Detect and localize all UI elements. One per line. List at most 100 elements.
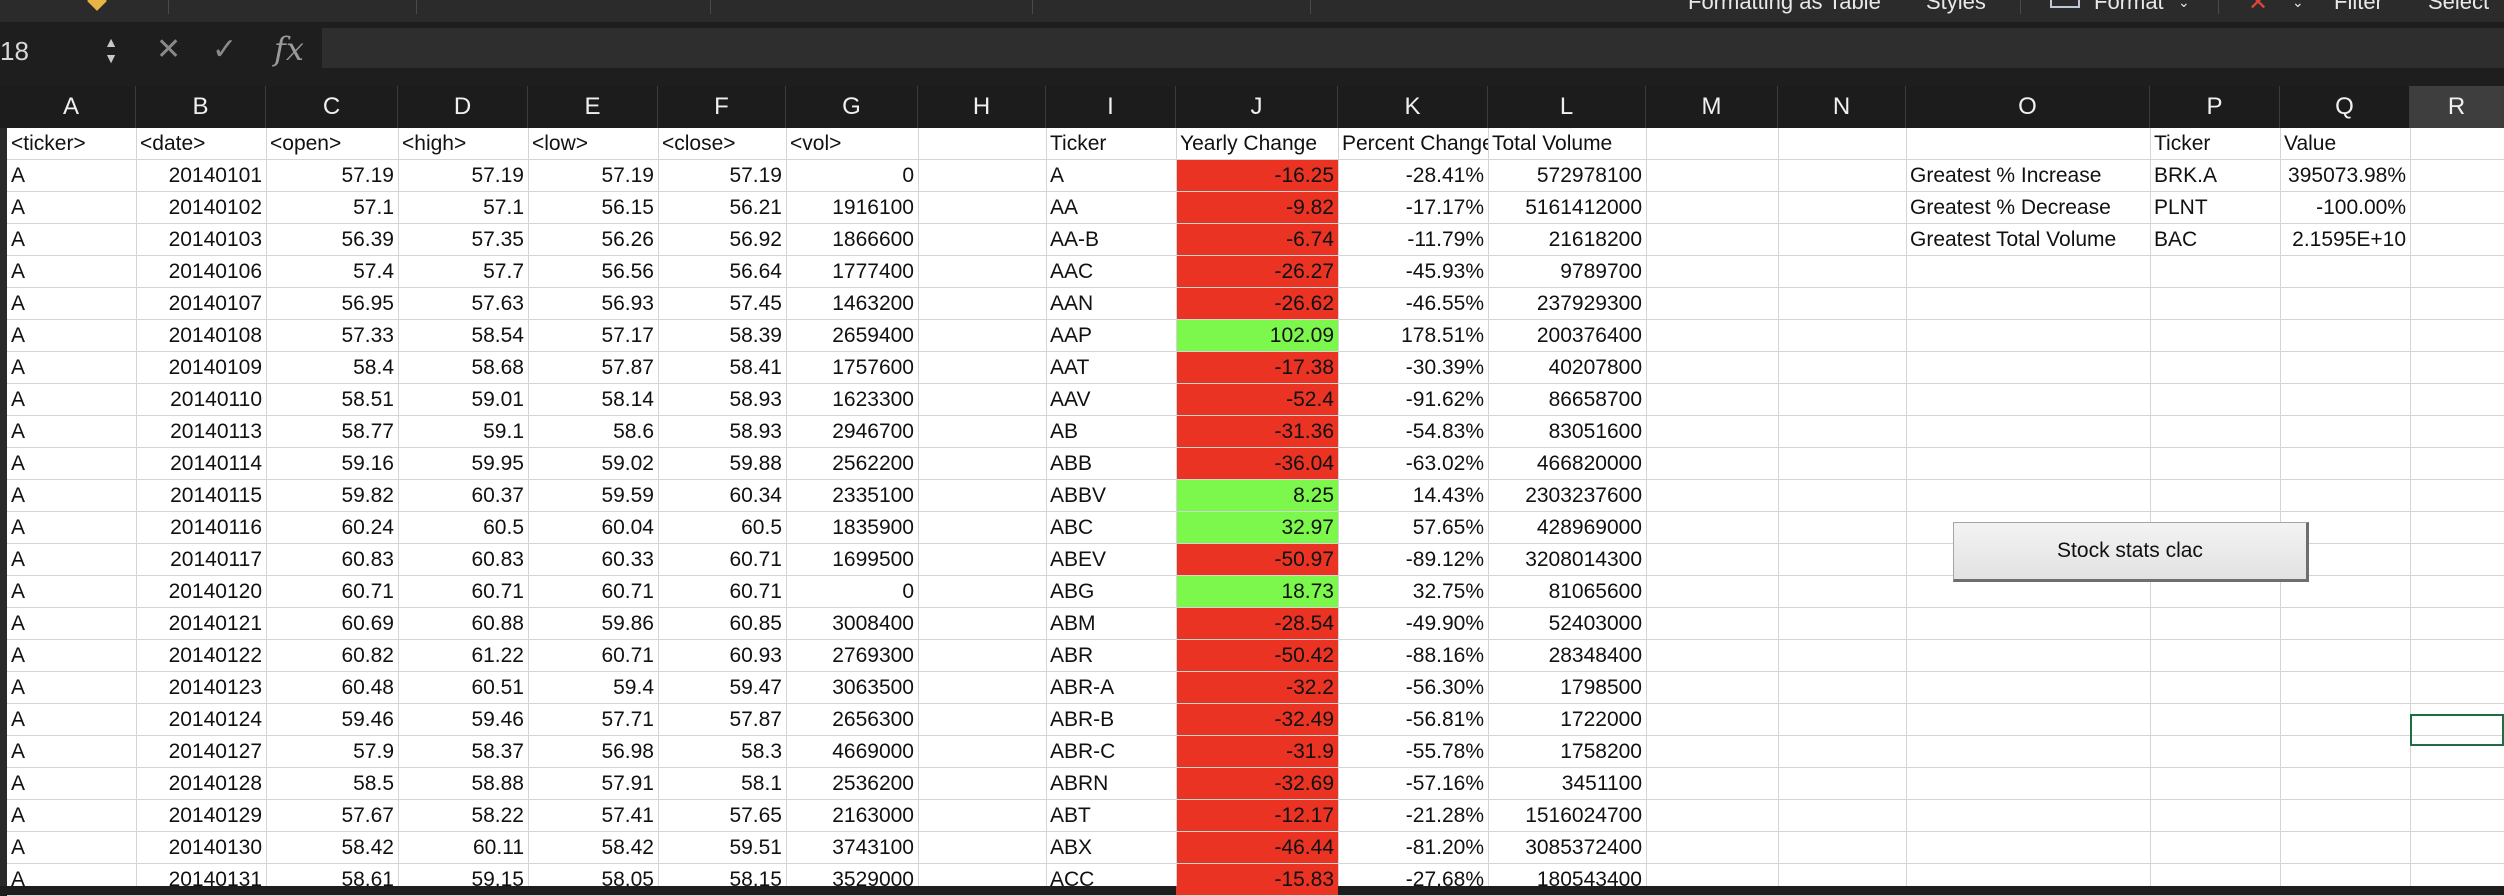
data-cell[interactable]: 60.48 (341, 676, 394, 699)
total-volume-cell[interactable]: 1798500 (1560, 676, 1642, 699)
stock-stats-button[interactable]: Stock stats clac (1953, 522, 2309, 582)
yearly-change-cell[interactable]: -12.17 (1274, 804, 1334, 827)
yearly-change-cell[interactable]: -26.62 (1274, 292, 1334, 315)
greatest-header-cell[interactable]: Ticker (2154, 132, 2211, 155)
total-volume-cell[interactable]: 180543400 (1536, 868, 1642, 891)
data-cell[interactable]: 57.91 (601, 772, 654, 795)
data-cell[interactable]: 4669000 (832, 740, 914, 763)
data-cell[interactable]: 59.47 (729, 676, 782, 699)
data-cell[interactable]: 61.22 (471, 644, 524, 667)
find-select-button[interactable]: Select (2428, 0, 2490, 14)
total-volume-cell[interactable]: 40207800 (1548, 356, 1642, 379)
format-button[interactable]: Format (2094, 0, 2164, 14)
data-cell[interactable]: 59.82 (341, 484, 394, 507)
summary-ticker-cell[interactable]: A (1050, 164, 1065, 187)
yearly-change-cell[interactable]: -31.9 (1286, 740, 1334, 763)
data-cell[interactable]: 60.71 (471, 580, 524, 603)
percent-change-cell[interactable]: -28.41% (1405, 164, 1484, 187)
data-cell[interactable]: 59.59 (601, 484, 654, 507)
column-header-l[interactable]: L (1488, 86, 1646, 128)
data-cell[interactable]: 57.17 (601, 324, 654, 347)
summary-ticker-cell[interactable]: ABR-A (1050, 676, 1115, 699)
chevron-down-icon[interactable]: ⌄ (2178, 0, 2190, 10)
yearly-change-cell[interactable]: -15.83 (1274, 868, 1334, 891)
yearly-change-cell[interactable]: 102.09 (1269, 324, 1334, 347)
summary-header-cell[interactable]: Ticker (1050, 132, 1107, 155)
total-volume-cell[interactable]: 2303237600 (1525, 484, 1642, 507)
data-cell[interactable]: 57.41 (601, 804, 654, 827)
total-volume-cell[interactable]: 83051600 (1548, 420, 1642, 443)
summary-ticker-cell[interactable]: ABBV (1050, 484, 1107, 507)
total-volume-cell[interactable]: 3451100 (1561, 772, 1642, 795)
summary-ticker-cell[interactable]: AB (1050, 420, 1079, 443)
percent-change-cell[interactable]: -91.62% (1405, 388, 1484, 411)
data-cell[interactable]: 58.5 (353, 772, 394, 795)
sort-filter-button[interactable]: Filter (2334, 0, 2383, 14)
data-cell[interactable]: 58.93 (729, 420, 782, 443)
data-cell[interactable]: 20140110 (170, 388, 262, 411)
chevron-down-icon[interactable]: ⌄ (2292, 0, 2304, 10)
data-cell[interactable]: 56.64 (729, 260, 782, 283)
data-cell[interactable]: 56.93 (601, 292, 654, 315)
total-volume-cell[interactable]: 9789700 (1560, 260, 1642, 283)
data-cell[interactable]: 60.71 (601, 580, 654, 603)
percent-change-cell[interactable]: -46.55% (1405, 292, 1484, 315)
data-cell[interactable]: A (11, 484, 26, 507)
column-header-b[interactable]: B (136, 86, 266, 128)
summary-ticker-cell[interactable]: ABRN (1050, 772, 1109, 795)
data-cell[interactable]: 60.24 (341, 516, 394, 539)
name-box-stepper[interactable]: ▲ ▼ (104, 34, 118, 66)
data-cell[interactable]: 1463200 (832, 292, 914, 315)
greatest-label-cell[interactable]: Greatest % Increase (1910, 164, 2102, 187)
data-cell[interactable]: 58.41 (729, 356, 782, 379)
data-cell[interactable]: 2562200 (832, 452, 914, 475)
header-cell[interactable]: <close> (662, 132, 736, 155)
header-cell[interactable]: <open> (270, 132, 342, 155)
data-cell[interactable]: 58.22 (471, 804, 524, 827)
yearly-change-cell[interactable]: -31.36 (1274, 420, 1334, 443)
total-volume-cell[interactable]: 3085372400 (1525, 836, 1642, 859)
data-cell[interactable]: A (11, 868, 26, 891)
summary-ticker-cell[interactable]: ABM (1050, 612, 1096, 635)
data-cell[interactable]: 2335100 (832, 484, 914, 507)
summary-ticker-cell[interactable]: AAV (1050, 388, 1091, 411)
greatest-ticker-cell[interactable]: BAC (2154, 228, 2198, 251)
data-cell[interactable]: 20140117 (170, 548, 262, 571)
yearly-change-cell[interactable]: -50.42 (1274, 644, 1334, 667)
data-cell[interactable]: 58.61 (341, 868, 394, 891)
data-cell[interactable]: 59.4 (613, 676, 654, 699)
percent-change-cell[interactable]: -56.81% (1405, 708, 1484, 731)
data-cell[interactable]: 59.16 (341, 452, 394, 475)
column-header-a[interactable]: A (7, 86, 136, 128)
percent-change-cell[interactable]: -57.16% (1405, 772, 1484, 795)
data-cell[interactable]: 59.46 (471, 708, 524, 731)
summary-ticker-cell[interactable]: AAN (1050, 292, 1094, 315)
total-volume-cell[interactable]: 21618200 (1548, 228, 1642, 251)
data-cell[interactable]: 59.01 (471, 388, 524, 411)
data-cell[interactable]: 20140108 (168, 324, 262, 347)
data-cell[interactable]: 20140106 (168, 260, 262, 283)
column-header-c[interactable]: C (266, 86, 398, 128)
percent-change-cell[interactable]: -17.17% (1405, 196, 1484, 219)
data-cell[interactable]: 59.86 (601, 612, 654, 635)
data-cell[interactable]: A (11, 836, 26, 859)
data-cell[interactable]: 56.92 (729, 228, 782, 251)
data-cell[interactable]: 20140107 (168, 292, 262, 315)
data-cell[interactable]: 60.83 (471, 548, 524, 571)
column-header-f[interactable]: F (658, 86, 786, 128)
column-header-e[interactable]: E (528, 86, 658, 128)
data-cell[interactable]: 60.5 (483, 516, 524, 539)
yearly-change-cell[interactable]: -46.44 (1274, 836, 1334, 859)
summary-ticker-cell[interactable]: ABEV (1050, 548, 1107, 571)
total-volume-cell[interactable]: 572978100 (1536, 164, 1642, 187)
data-cell[interactable]: 1866600 (832, 228, 914, 251)
yearly-change-cell[interactable]: 8.25 (1293, 484, 1334, 507)
data-cell[interactable]: 59.88 (729, 452, 782, 475)
data-cell[interactable]: 57.19 (341, 164, 394, 187)
column-header-i[interactable]: I (1046, 86, 1176, 128)
cell-styles-button[interactable]: Styles (1926, 0, 1986, 14)
percent-change-cell[interactable]: -54.83% (1405, 420, 1484, 443)
cell-area[interactable]: <ticker> <date> <open> <high> <low> <close> <v… (0, 128, 2504, 896)
total-volume-cell[interactable]: 428969000 (1536, 516, 1642, 539)
data-cell[interactable]: A (11, 580, 26, 603)
